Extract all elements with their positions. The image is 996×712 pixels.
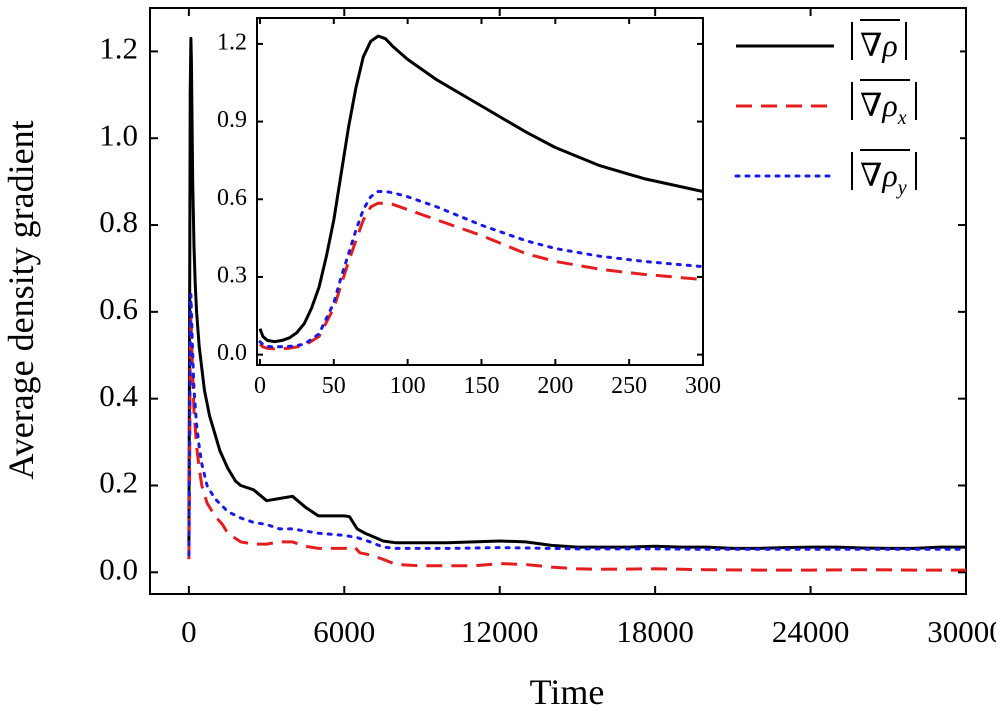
inset-plot: 0 50 100 150 200 250 300 0.0 0.3 0.6 0.9 1.2 (217, 17, 721, 399)
main-x-tick-label: 12000 (461, 614, 539, 649)
inset-y-tick-label: 0.3 (217, 262, 247, 288)
inset-x-tick-label: 50 (322, 373, 346, 399)
main-y-tick-label: 0.2 (99, 465, 138, 500)
inset-frame (256, 17, 704, 366)
inset-y-tick-label: 1.2 (217, 29, 247, 55)
main-series-line-2 (187, 314, 966, 572)
inset-x-tick-label: 150 (463, 373, 499, 399)
inset-y-tick-label: 0.6 (217, 185, 247, 211)
x-axis-title: Time (530, 672, 605, 712)
inset-x-tick-label: 0 (254, 373, 266, 399)
legend-label-2: ∇ρx (860, 87, 907, 129)
inset-x-tick-label: 200 (537, 373, 573, 399)
inset-x-tick-label: 250 (611, 373, 647, 399)
main-y-tick-label: 1.0 (99, 117, 138, 152)
legend-label-1: ∇ρ (860, 27, 898, 63)
main-series-line-3 (187, 293, 966, 557)
inset-series-line-1 (258, 34, 703, 344)
main-x-tick-label: 24000 (772, 614, 850, 649)
main-y-tick-label: 0.6 (99, 291, 138, 326)
legend-background (724, 18, 960, 218)
main-x-tick-label: 18000 (616, 614, 694, 649)
inset-x-tick-label: 100 (390, 373, 426, 399)
legend-label-3: ∇ρy (860, 157, 907, 199)
main-y-tick-label: 0.8 (99, 204, 138, 239)
inset-y-tick-label: 0.0 (217, 340, 247, 366)
main-y-tick-label: 0.0 (99, 551, 138, 586)
inset-series-line-2 (258, 201, 703, 351)
main-x-tick-label: 0 (181, 614, 197, 649)
main-y-tick-label: 1.2 (99, 31, 138, 66)
inset-x-tick-label: 300 (685, 373, 721, 399)
inset-series-line-3 (258, 190, 703, 349)
inset-y-tick-label: 0.9 (217, 107, 247, 133)
main-x-tick-label: 6000 (313, 614, 375, 649)
legend: ∇ρ ∇ρx ∇ρy (724, 18, 960, 218)
main-y-tick-label: 0.4 (99, 378, 138, 413)
y-axis-title: Average density gradient (1, 120, 41, 479)
